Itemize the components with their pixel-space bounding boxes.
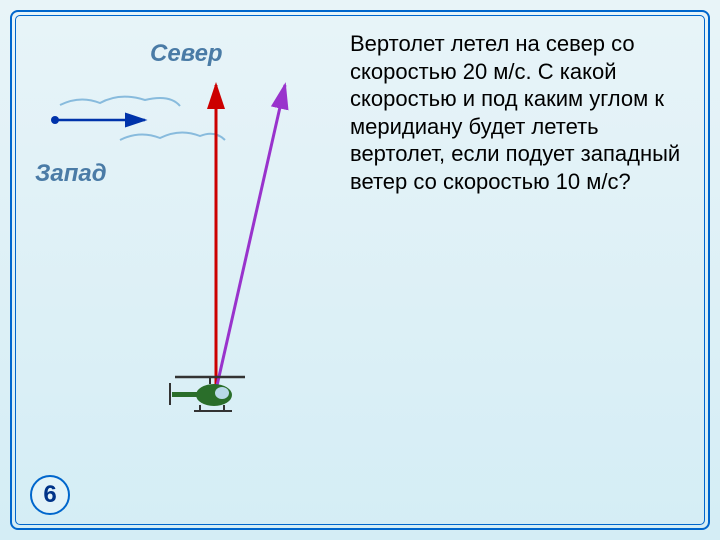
page-number-value: 6 xyxy=(43,481,56,509)
problem-text: Вертолет летел на север со скоростью 20 … xyxy=(350,30,690,195)
west-label: Запад xyxy=(35,160,107,188)
page-number-badge: 6 xyxy=(30,475,70,515)
north-label: Север xyxy=(150,40,223,68)
